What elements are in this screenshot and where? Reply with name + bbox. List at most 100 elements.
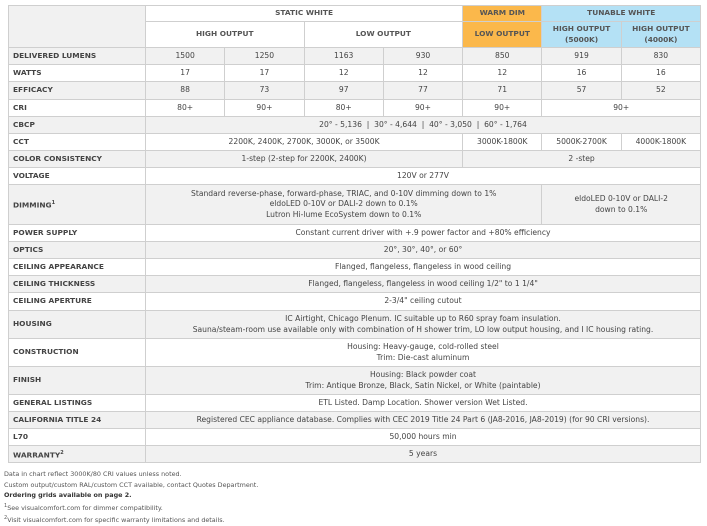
row-label: FINISH xyxy=(8,366,146,395)
cell: Registered CEC appliance database. Compl… xyxy=(145,411,701,429)
row-label: L70 xyxy=(8,428,146,446)
cell: 12 xyxy=(462,64,543,82)
row-efficacy: EFFICACY 88 73 97 77 71 57 52 xyxy=(8,81,702,100)
row-ceiling-aperture: CEILING APERTURE 2-3/4" ceiling cutout xyxy=(8,292,701,311)
cell: 850 xyxy=(462,47,543,65)
row-title-24: CALIFORNIA TITLE 24 Registered CEC appli… xyxy=(8,411,701,429)
cell: 90+ xyxy=(382,99,464,117)
row-label: GENERAL LISTINGS xyxy=(8,394,146,412)
cell: 1250 xyxy=(224,47,305,65)
row-general-listings: GENERAL LISTINGS ETL Listed. Damp Locati… xyxy=(8,394,701,412)
footnotes: Data in chart reflect 3000K/80 CRI value… xyxy=(4,469,258,526)
cell: Housing: Heavy-gauge, cold-rolled steel T… xyxy=(145,338,701,367)
cell: 90+ xyxy=(541,99,701,117)
footnote-2: 2Visit visualcomfort.com for specific wa… xyxy=(4,515,225,525)
cell: Standard reverse-phase, forward-phase, T… xyxy=(144,184,543,225)
row-warranty: WARRANTY2 5 years xyxy=(8,445,701,463)
cell: 120V or 277V xyxy=(145,167,701,185)
cell: 80+ xyxy=(144,99,226,117)
cell: Housing: Black powder coat Trim: Antique … xyxy=(145,366,701,395)
row-cct: CCT 2200K, 2400K, 2700K, 3000K, or 3500K… xyxy=(8,133,702,151)
row-lumens: DELIVERED LUMENS 1500 1250 1163 930 850 … xyxy=(8,47,702,65)
row-l70: L70 50,000 hours min xyxy=(8,428,701,446)
row-label: CALIFORNIA TITLE 24 xyxy=(8,411,146,429)
row-finish: FINISH Housing: Black powder coat Trim: A… xyxy=(8,366,701,395)
cell: 20° - 5,136 | 30° - 4,644 | 40° - 3,050 … xyxy=(145,116,701,134)
cell: 12 xyxy=(382,64,464,82)
row-ceiling-thickness: CEILING THICKNESS Flanged, flangeless, f… xyxy=(8,275,701,293)
spec-table: STATIC WHITE WARM DIM TUNABLE WHITE HIGH… xyxy=(8,5,702,463)
cell: eldoLED 0-10V or DALI-2 down to 0.1% xyxy=(541,184,701,225)
cell: 5 years xyxy=(145,445,701,463)
cell: 17 xyxy=(224,64,305,82)
cell: 52 xyxy=(620,81,702,100)
cell: 1163 xyxy=(303,47,384,65)
header-low-output: LOW OUTPUT xyxy=(303,21,464,48)
row-label: OPTICS xyxy=(8,241,146,259)
cell: 2 -step xyxy=(462,150,701,168)
header-warm-dim: WARM DIM xyxy=(462,5,543,22)
cell: 1-step (2-step for 2200K, 2400K) xyxy=(144,150,464,168)
cell: 2-3/4" ceiling cutout xyxy=(145,292,701,311)
cell: 57 xyxy=(541,81,622,100)
row-color-consistency: COLOR CONSISTENCY 1-step (2-step for 220… xyxy=(8,150,701,168)
header-warm-low-output: LOW OUTPUT xyxy=(462,21,543,48)
row-optics: OPTICS 20°, 30°, 40°, or 60° xyxy=(8,241,701,259)
cell: 71 xyxy=(462,81,543,100)
row-label: CEILING APERTURE xyxy=(8,292,146,311)
row-label: WATTS xyxy=(8,64,146,82)
cell: Flanged, flangeless, flangeless in wood … xyxy=(145,275,701,293)
row-label: DELIVERED LUMENS xyxy=(8,47,146,65)
cell: 3000K-1800K xyxy=(462,133,543,151)
cell: 17 xyxy=(144,64,226,82)
cell: 919 xyxy=(541,47,622,65)
cell: IC Airtight, Chicago Plenum. IC suitable… xyxy=(145,310,701,339)
cell: 77 xyxy=(382,81,464,100)
note: Custom output/custom RAL/custom CCT avai… xyxy=(4,480,259,489)
row-label: CEILING APPEARANCE xyxy=(8,258,146,276)
row-label: COLOR CONSISTENCY xyxy=(8,150,146,168)
cell: 80+ xyxy=(303,99,384,117)
cell: 930 xyxy=(382,47,464,65)
row-dimming: DIMMING1 Standard reverse-phase, forward… xyxy=(8,184,701,225)
row-cri: CRI 80+ 90+ 80+ 90+ 90+ 90+ xyxy=(8,99,701,117)
header-tunable-white: TUNABLE WHITE xyxy=(541,5,701,22)
cell: 12 xyxy=(303,64,384,82)
row-label: CCT xyxy=(8,133,146,151)
cell: 88 xyxy=(144,81,226,100)
row-power-supply: POWER SUPPLY Constant current driver wit… xyxy=(8,224,701,242)
row-watts: WATTS 17 17 12 12 12 16 16 xyxy=(8,64,702,82)
cell: 50,000 hours min xyxy=(145,428,701,446)
cell: 16 xyxy=(620,64,702,82)
header-ho-4000k: HIGH OUTPUT (4000K) xyxy=(620,21,702,48)
row-voltage: VOLTAGE 120V or 277V xyxy=(8,167,701,185)
cell: 16 xyxy=(541,64,622,82)
cell: 97 xyxy=(303,81,384,100)
row-label: CEILING THICKNESS xyxy=(8,275,146,293)
cell: 4000K-1800K xyxy=(620,133,702,151)
note: Data in chart reflect 3000K/80 CRI value… xyxy=(4,470,182,478)
row-label: EFFICACY xyxy=(8,81,146,100)
cell: 90+ xyxy=(462,99,543,117)
row-label: VOLTAGE xyxy=(8,167,146,185)
cell: 90+ xyxy=(224,99,305,117)
row-label: WARRANTY2 xyxy=(8,445,146,463)
row-label: POWER SUPPLY xyxy=(8,224,146,242)
cell: Constant current driver with +.9 power f… xyxy=(145,224,701,242)
row-construction: CONSTRUCTION Housing: Heavy-gauge, cold-… xyxy=(8,338,701,367)
cell: 2200K, 2400K, 2700K, 3000K, or 3500K xyxy=(144,133,464,151)
header-high-output: HIGH OUTPUT xyxy=(145,21,305,48)
row-label: CONSTRUCTION xyxy=(8,338,146,367)
cell: 20°, 30°, 40°, or 60° xyxy=(145,241,701,259)
cell: Flanged, flangeless, flangeless in wood … xyxy=(145,258,701,276)
cell: 73 xyxy=(224,81,305,100)
row-ceiling-appearance: CEILING APPEARANCE Flanged, flangeless, … xyxy=(8,258,701,276)
header-ho-5000k: HIGH OUTPUT (5000K) xyxy=(541,21,622,48)
row-label: DIMMING1 xyxy=(8,184,146,225)
cell: 5000K-2700K xyxy=(541,133,622,151)
header-static-white: STATIC WHITE xyxy=(144,5,464,22)
row-label: CRI xyxy=(8,99,146,117)
corner-cell xyxy=(8,5,146,48)
footnote-1: 1See visualcomfort.com for dimmer compat… xyxy=(4,502,163,512)
row-cbcp: CBCP 20° - 5,136 | 30° - 4,644 | 40° - 3… xyxy=(8,116,701,134)
